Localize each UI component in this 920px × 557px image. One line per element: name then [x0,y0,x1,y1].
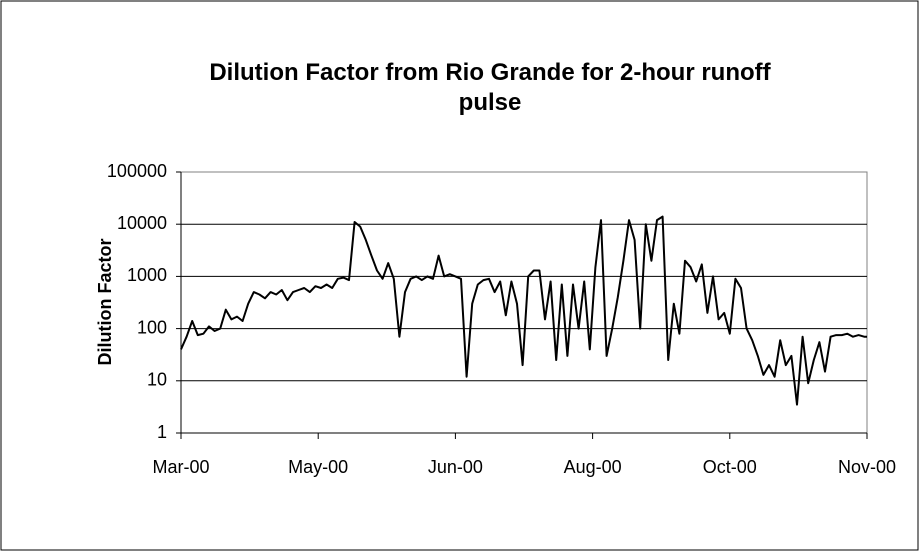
y-axis-label: Dilution Factor [95,239,115,366]
y-tick-label: 10000 [117,213,167,233]
title-line: Dilution Factor from Rio Grande for 2-ho… [209,59,771,86]
x-tick-label: Aug-00 [564,457,622,477]
chart-title: Dilution Factor from Rio Grande for 2-ho… [209,59,771,116]
y-tick-label: 100 [137,317,167,337]
x-tick-label: Nov-00 [838,457,896,477]
data-line [180,215,867,406]
y-tick-label: 1 [157,422,167,442]
y-tick-label: 100000 [107,161,167,181]
x-tick-label: Oct-00 [703,457,757,477]
title-line: pulse [459,89,522,116]
x-tick-label: May-00 [288,457,348,477]
x-tick-label: Jun-00 [428,457,483,477]
y-tick-label: 1000 [127,265,167,285]
x-tick-label: Mar-00 [152,457,209,477]
y-tick-label: 10 [147,370,167,390]
